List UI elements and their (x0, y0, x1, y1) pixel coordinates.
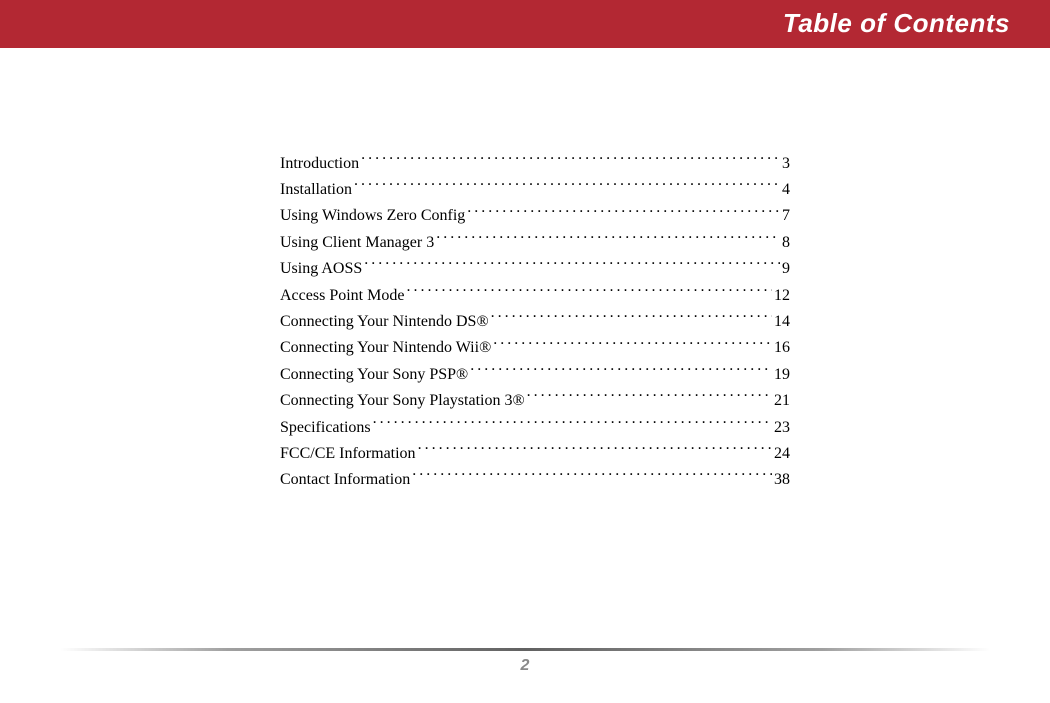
toc-entry-title: Connecting Your Nintendo Wii® (280, 336, 491, 361)
toc-entry: Connecting Your Nintendo Wii® 16 (280, 335, 790, 361)
toc-entry-title: Contact Information (280, 468, 410, 493)
toc-entry: Installation 4 (280, 176, 790, 202)
toc-entry-page: 38 (774, 468, 790, 493)
toc-entry-title: Connecting Your Sony PSP® (280, 363, 468, 388)
toc-entry-title: Connecting Your Nintendo DS® (280, 310, 489, 335)
toc-leader-dots (436, 229, 780, 247)
toc-leader-dots (373, 414, 772, 432)
toc-entry-page: 7 (782, 204, 790, 229)
toc-entry-title: Using Client Manager 3 (280, 231, 434, 256)
toc-list: Introduction3Installation4Using Windows … (280, 150, 790, 493)
toc-leader-dots (361, 150, 780, 168)
toc-leader-dots (418, 440, 772, 458)
toc-leader-dots (491, 308, 772, 326)
toc-entry-title: Installation (280, 178, 352, 203)
toc-entry-page: 4 (782, 178, 790, 203)
toc-entry-title: Using Windows Zero Config (280, 204, 465, 229)
toc-entry-title: Access Point Mode (280, 284, 404, 309)
toc-leader-dots (470, 361, 772, 379)
footer-divider-line (60, 648, 990, 651)
toc-entry: Contact Information 38 (280, 467, 790, 493)
toc-entry: Using Windows Zero Config 7 (280, 203, 790, 229)
toc-entry: Access Point Mode 12 (280, 282, 790, 308)
toc-entry: Introduction 3 (280, 150, 790, 176)
toc-entry-title: Introduction (280, 152, 359, 177)
toc-entry-page: 14 (774, 310, 790, 335)
toc-leader-dots (493, 335, 772, 353)
toc-entry-page: 8 (782, 231, 790, 256)
toc-entry: Using AOSS 9 (280, 256, 790, 282)
toc-entry: Connecting Your Nintendo DS® 14 (280, 308, 790, 334)
toc-entry-title: Using AOSS (280, 257, 362, 282)
toc-entry-page: 3 (782, 152, 790, 177)
toc-leader-dots (406, 282, 772, 300)
toc-entry: Connecting Your Sony PSP® 19 (280, 361, 790, 387)
toc-entry-title: Connecting Your Sony Playstation 3® (280, 389, 525, 414)
header-title: Table of Contents (783, 8, 1010, 39)
toc-entry-page: 16 (774, 336, 790, 361)
toc-entry: Specifications 23 (280, 414, 790, 440)
page-number: 2 (0, 657, 1050, 675)
toc-entry-page: 23 (774, 416, 790, 441)
toc-entry-title: Specifications (280, 416, 371, 441)
toc-entry: Using Client Manager 3 8 (280, 229, 790, 255)
toc-entry-page: 24 (774, 442, 790, 467)
toc-entry-page: 12 (774, 284, 790, 309)
toc-leader-dots (527, 388, 772, 406)
toc-leader-dots (467, 203, 780, 221)
toc-entry-page: 9 (782, 257, 790, 282)
toc-leader-dots (412, 467, 772, 485)
footer-divider (60, 648, 990, 651)
toc-entry-page: 21 (774, 389, 790, 414)
header-band: Table of Contents (0, 0, 1050, 48)
toc-entry: Connecting Your Sony Playstation 3® 21 (280, 388, 790, 414)
toc-entry-page: 19 (774, 363, 790, 388)
toc-leader-dots (364, 256, 780, 274)
footer: 2 (0, 648, 1050, 675)
toc-entry-title: FCC/CE Information (280, 442, 416, 467)
toc-leader-dots (354, 176, 780, 194)
toc-entry: FCC/CE Information 24 (280, 440, 790, 466)
